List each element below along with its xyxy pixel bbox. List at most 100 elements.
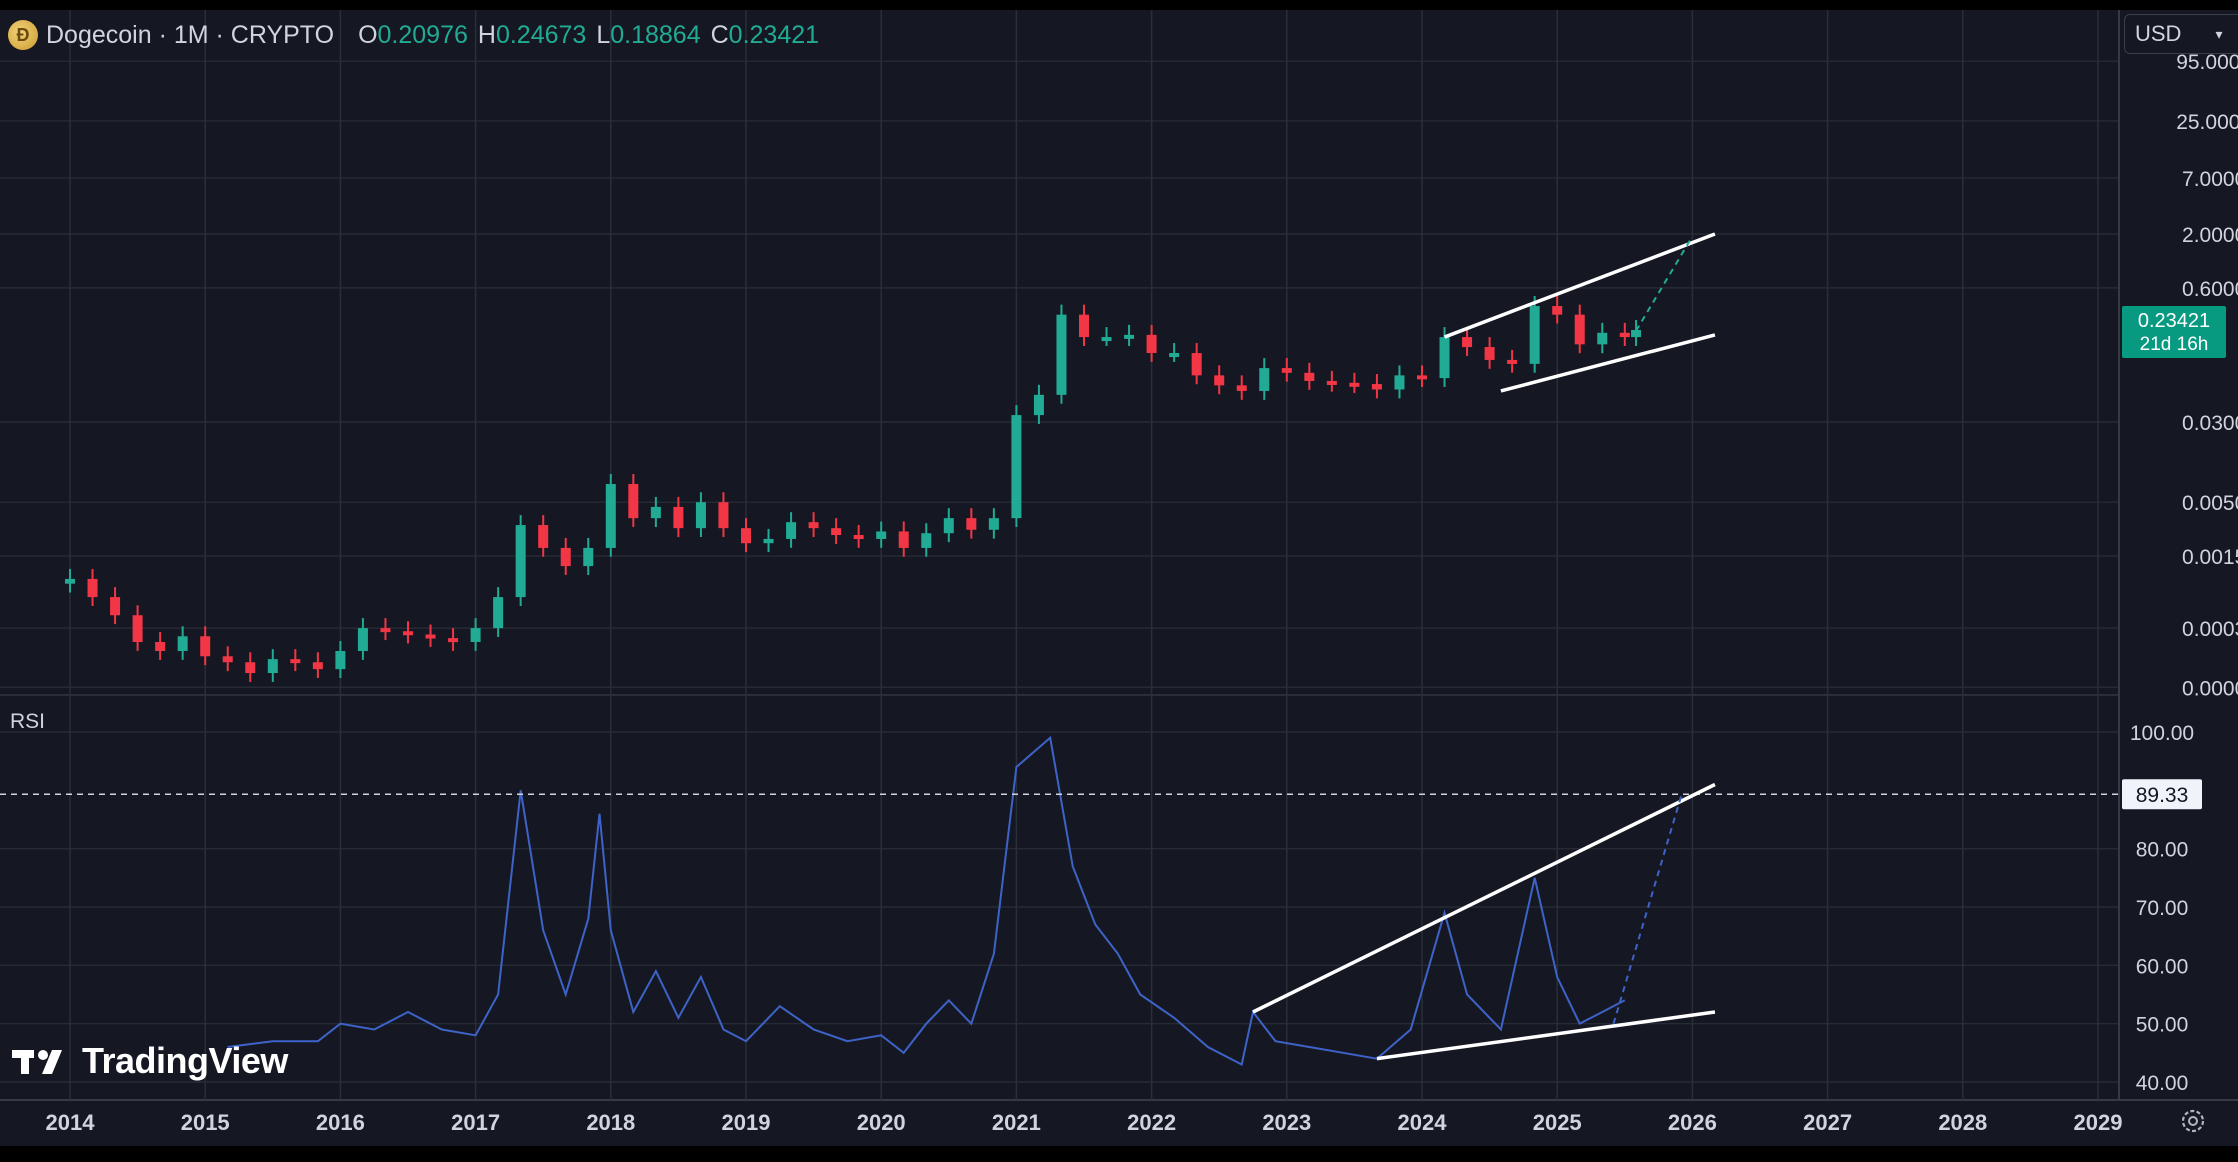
candle[interactable]	[335, 650, 346, 670]
candle[interactable]	[718, 502, 729, 529]
candle[interactable]	[988, 518, 999, 530]
symbol-title[interactable]: Dogecoin · 1M · CRYPTO	[46, 20, 335, 49]
candle[interactable]	[1146, 334, 1157, 354]
candle[interactable]	[65, 578, 75, 584]
candle[interactable]	[786, 522, 797, 539]
candle[interactable]	[425, 634, 436, 639]
candle[interactable]	[1631, 330, 1642, 338]
candle[interactable]	[876, 531, 887, 539]
candle[interactable]	[290, 659, 301, 664]
candle[interactable]	[357, 628, 368, 651]
close-value: 0.23421	[728, 20, 820, 49]
candle[interactable]	[628, 484, 639, 519]
candle[interactable]	[155, 642, 166, 651]
candle[interactable]	[1574, 314, 1585, 345]
candle[interactable]	[1597, 332, 1608, 345]
candle[interactable]	[87, 578, 98, 598]
chart-pane	[0, 10, 2118, 1100]
candle[interactable]	[1169, 353, 1180, 358]
candle[interactable]	[1236, 385, 1247, 391]
candle[interactable]	[1439, 337, 1450, 379]
candle[interactable]	[312, 662, 323, 670]
candle[interactable]	[1011, 415, 1022, 519]
last-price-badge	[2122, 306, 2226, 358]
candle[interactable]	[583, 547, 594, 567]
x-tick-label: 2024	[1398, 1110, 1448, 1135]
candle[interactable]	[1326, 380, 1337, 385]
price-projection[interactable]	[1635, 235, 1694, 332]
candle[interactable]	[1371, 384, 1382, 390]
candle[interactable]	[763, 538, 774, 544]
candle[interactable]	[1394, 375, 1405, 390]
candle[interactable]	[515, 525, 526, 598]
tradingview-logo[interactable]: TradingView	[12, 1040, 288, 1082]
candle[interactable]	[493, 597, 504, 629]
candle[interactable]	[267, 659, 278, 674]
candle[interactable]	[403, 631, 413, 636]
gear-icon[interactable]	[2178, 1106, 2208, 1136]
high-value: 0.24673	[495, 20, 587, 49]
candle[interactable]	[898, 531, 909, 548]
candle[interactable]	[673, 506, 684, 529]
candle[interactable]	[1462, 337, 1473, 348]
candle[interactable]	[1214, 375, 1225, 386]
candle[interactable]	[1507, 359, 1518, 364]
candle[interactable]	[695, 502, 706, 529]
symbol-legend: Ð Dogecoin · 1M · CRYPTO O 0.20976 H 0.246…	[8, 18, 819, 52]
candle[interactable]	[853, 535, 864, 540]
candle[interactable]	[741, 528, 751, 544]
candle[interactable]	[1281, 368, 1292, 373]
candle[interactable]	[831, 528, 842, 536]
price-tick-label: 0.60000	[2182, 278, 2238, 301]
candle[interactable]	[1304, 372, 1315, 381]
x-tick-label: 2025	[1533, 1110, 1582, 1135]
candle[interactable]	[132, 615, 143, 643]
candle[interactable]	[1552, 306, 1563, 315]
price-channel-upper[interactable]	[1443, 232, 1716, 339]
candle[interactable]	[808, 522, 819, 529]
price-tick-label: 0.00150	[2182, 546, 2238, 569]
candle[interactable]	[110, 597, 121, 616]
candle[interactable]	[177, 636, 188, 651]
price-channel-lower[interactable]	[1500, 333, 1716, 393]
candle[interactable]	[921, 533, 932, 548]
candle[interactable]	[538, 525, 549, 548]
candle[interactable]	[245, 662, 256, 674]
rsi-trend-lower[interactable]	[1376, 1010, 1716, 1061]
candle[interactable]	[1056, 314, 1067, 395]
candle[interactable]	[1079, 314, 1089, 338]
x-tick-label: 2023	[1262, 1110, 1311, 1135]
candle[interactable]	[1259, 368, 1270, 391]
logo-text: TradingView	[82, 1040, 288, 1081]
price-tick-label: 95.00000	[2176, 51, 2238, 74]
candle[interactable]	[1033, 394, 1044, 416]
currency-selector[interactable]: USD ▾	[2124, 14, 2238, 54]
candle[interactable]	[1349, 382, 1360, 387]
rsi-trend-upper[interactable]	[1252, 782, 1716, 1014]
candle[interactable]	[1124, 334, 1135, 339]
candle[interactable]	[650, 506, 661, 519]
open-label: O	[358, 20, 378, 49]
candle[interactable]	[1417, 375, 1427, 380]
candle[interactable]	[966, 518, 977, 530]
candle[interactable]	[1191, 353, 1202, 376]
candle[interactable]	[1484, 347, 1495, 360]
last-price-value: 0.23421	[2138, 310, 2210, 332]
candle[interactable]	[560, 547, 571, 567]
candle[interactable]	[470, 628, 481, 643]
candle[interactable]	[1619, 332, 1630, 338]
candle[interactable]	[1101, 337, 1112, 342]
candle[interactable]	[448, 638, 459, 643]
candle[interactable]	[943, 518, 954, 534]
candle[interactable]	[380, 628, 391, 633]
rsi-pane-label[interactable]: RSI	[10, 710, 46, 733]
candle[interactable]	[222, 656, 233, 663]
x-tick-label: 2026	[1668, 1110, 1717, 1135]
candle[interactable]	[200, 636, 211, 657]
rsi-line[interactable]	[227, 735, 1626, 1066]
currency-label: USD	[2135, 21, 2182, 46]
candle[interactable]	[605, 484, 616, 548]
candle[interactable]	[1529, 306, 1540, 364]
